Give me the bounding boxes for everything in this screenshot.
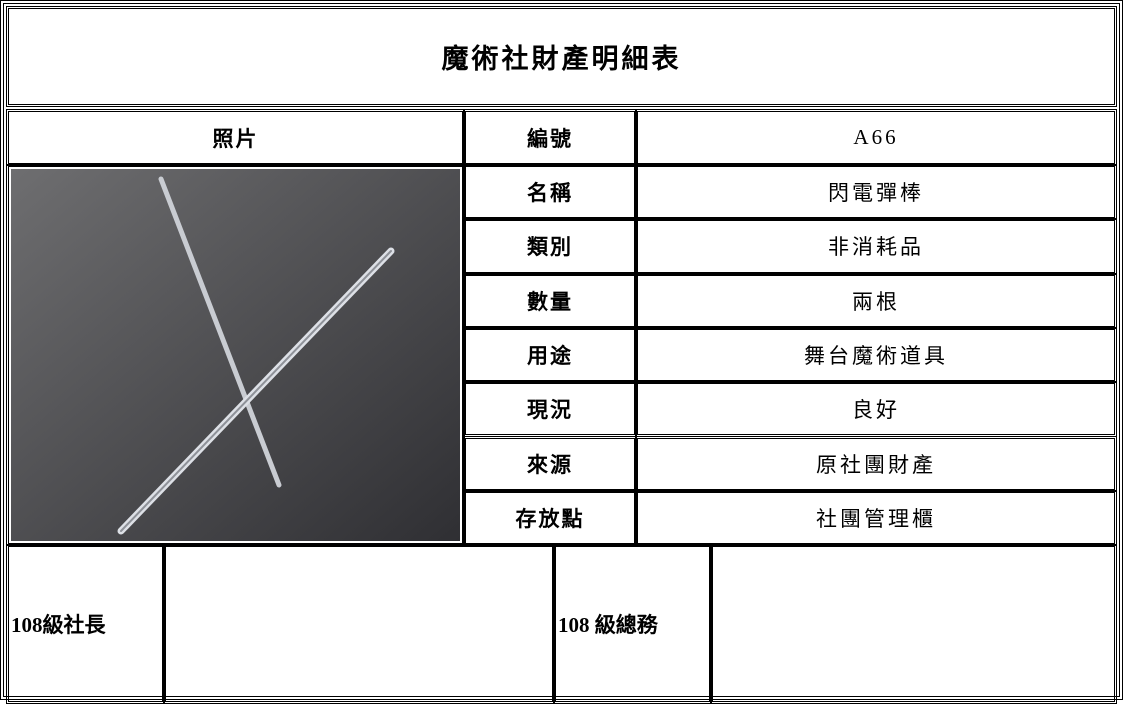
field-label-cell: 來源: [463, 435, 637, 492]
field-label: 來源: [527, 452, 573, 477]
photo: [11, 169, 460, 541]
field-value-cell: 良好: [635, 381, 1117, 438]
field-value-cell: 社團管理櫃: [635, 489, 1117, 547]
field-value-cell: 舞台魔術道具: [635, 326, 1117, 384]
title: 魔術社財產明細表: [441, 44, 682, 74]
signature-label: 108 級總務: [558, 613, 658, 637]
field-label-cell: 存放點: [463, 489, 637, 547]
field-value: 非消耗品: [828, 235, 924, 260]
field-value-cell: A66: [635, 109, 1117, 166]
field-label-cell: 用途: [463, 326, 637, 384]
field-label-cell: 現況: [463, 381, 637, 438]
field-value: 兩根: [852, 289, 900, 314]
photo-header-cell: 照片: [6, 109, 465, 166]
field-label: 類別: [527, 235, 573, 260]
title-cell: 魔術社財產明細表: [6, 6, 1117, 107]
photo-header: 照片: [212, 126, 259, 151]
signature-blank: [710, 544, 1117, 704]
field-label-cell: 數量: [463, 272, 637, 329]
signature-blank: [163, 544, 555, 704]
field-value-cell: 閃電彈棒: [635, 164, 1117, 221]
field-label: 現況: [527, 398, 573, 423]
field-value: 原社團財產: [816, 452, 936, 477]
field-label: 存放點: [515, 506, 585, 531]
field-label: 編號: [527, 126, 573, 151]
field-value: 良好: [852, 398, 900, 423]
signature-label: 108級社長: [11, 613, 106, 637]
signature-label-cell: 108 級總務: [553, 544, 712, 704]
field-label-cell: 名稱: [463, 164, 637, 221]
signature-label-cell: 108級社長: [6, 544, 165, 704]
photo-cell: [6, 164, 465, 546]
field-label: 數量: [527, 289, 573, 314]
field-value: 閃電彈棒: [828, 181, 924, 206]
field-label-cell: 編號: [463, 109, 637, 166]
field-value-cell: 兩根: [635, 272, 1117, 329]
field-value: 社團管理櫃: [816, 506, 936, 531]
field-label: 用途: [527, 344, 573, 369]
field-value: 舞台魔術道具: [804, 344, 948, 369]
field-value-cell: 非消耗品: [635, 218, 1117, 275]
field-value-cell: 原社團財產: [635, 435, 1117, 492]
field-value: A66: [853, 125, 899, 149]
field-label-cell: 類別: [463, 218, 637, 275]
field-label: 名稱: [527, 181, 573, 206]
